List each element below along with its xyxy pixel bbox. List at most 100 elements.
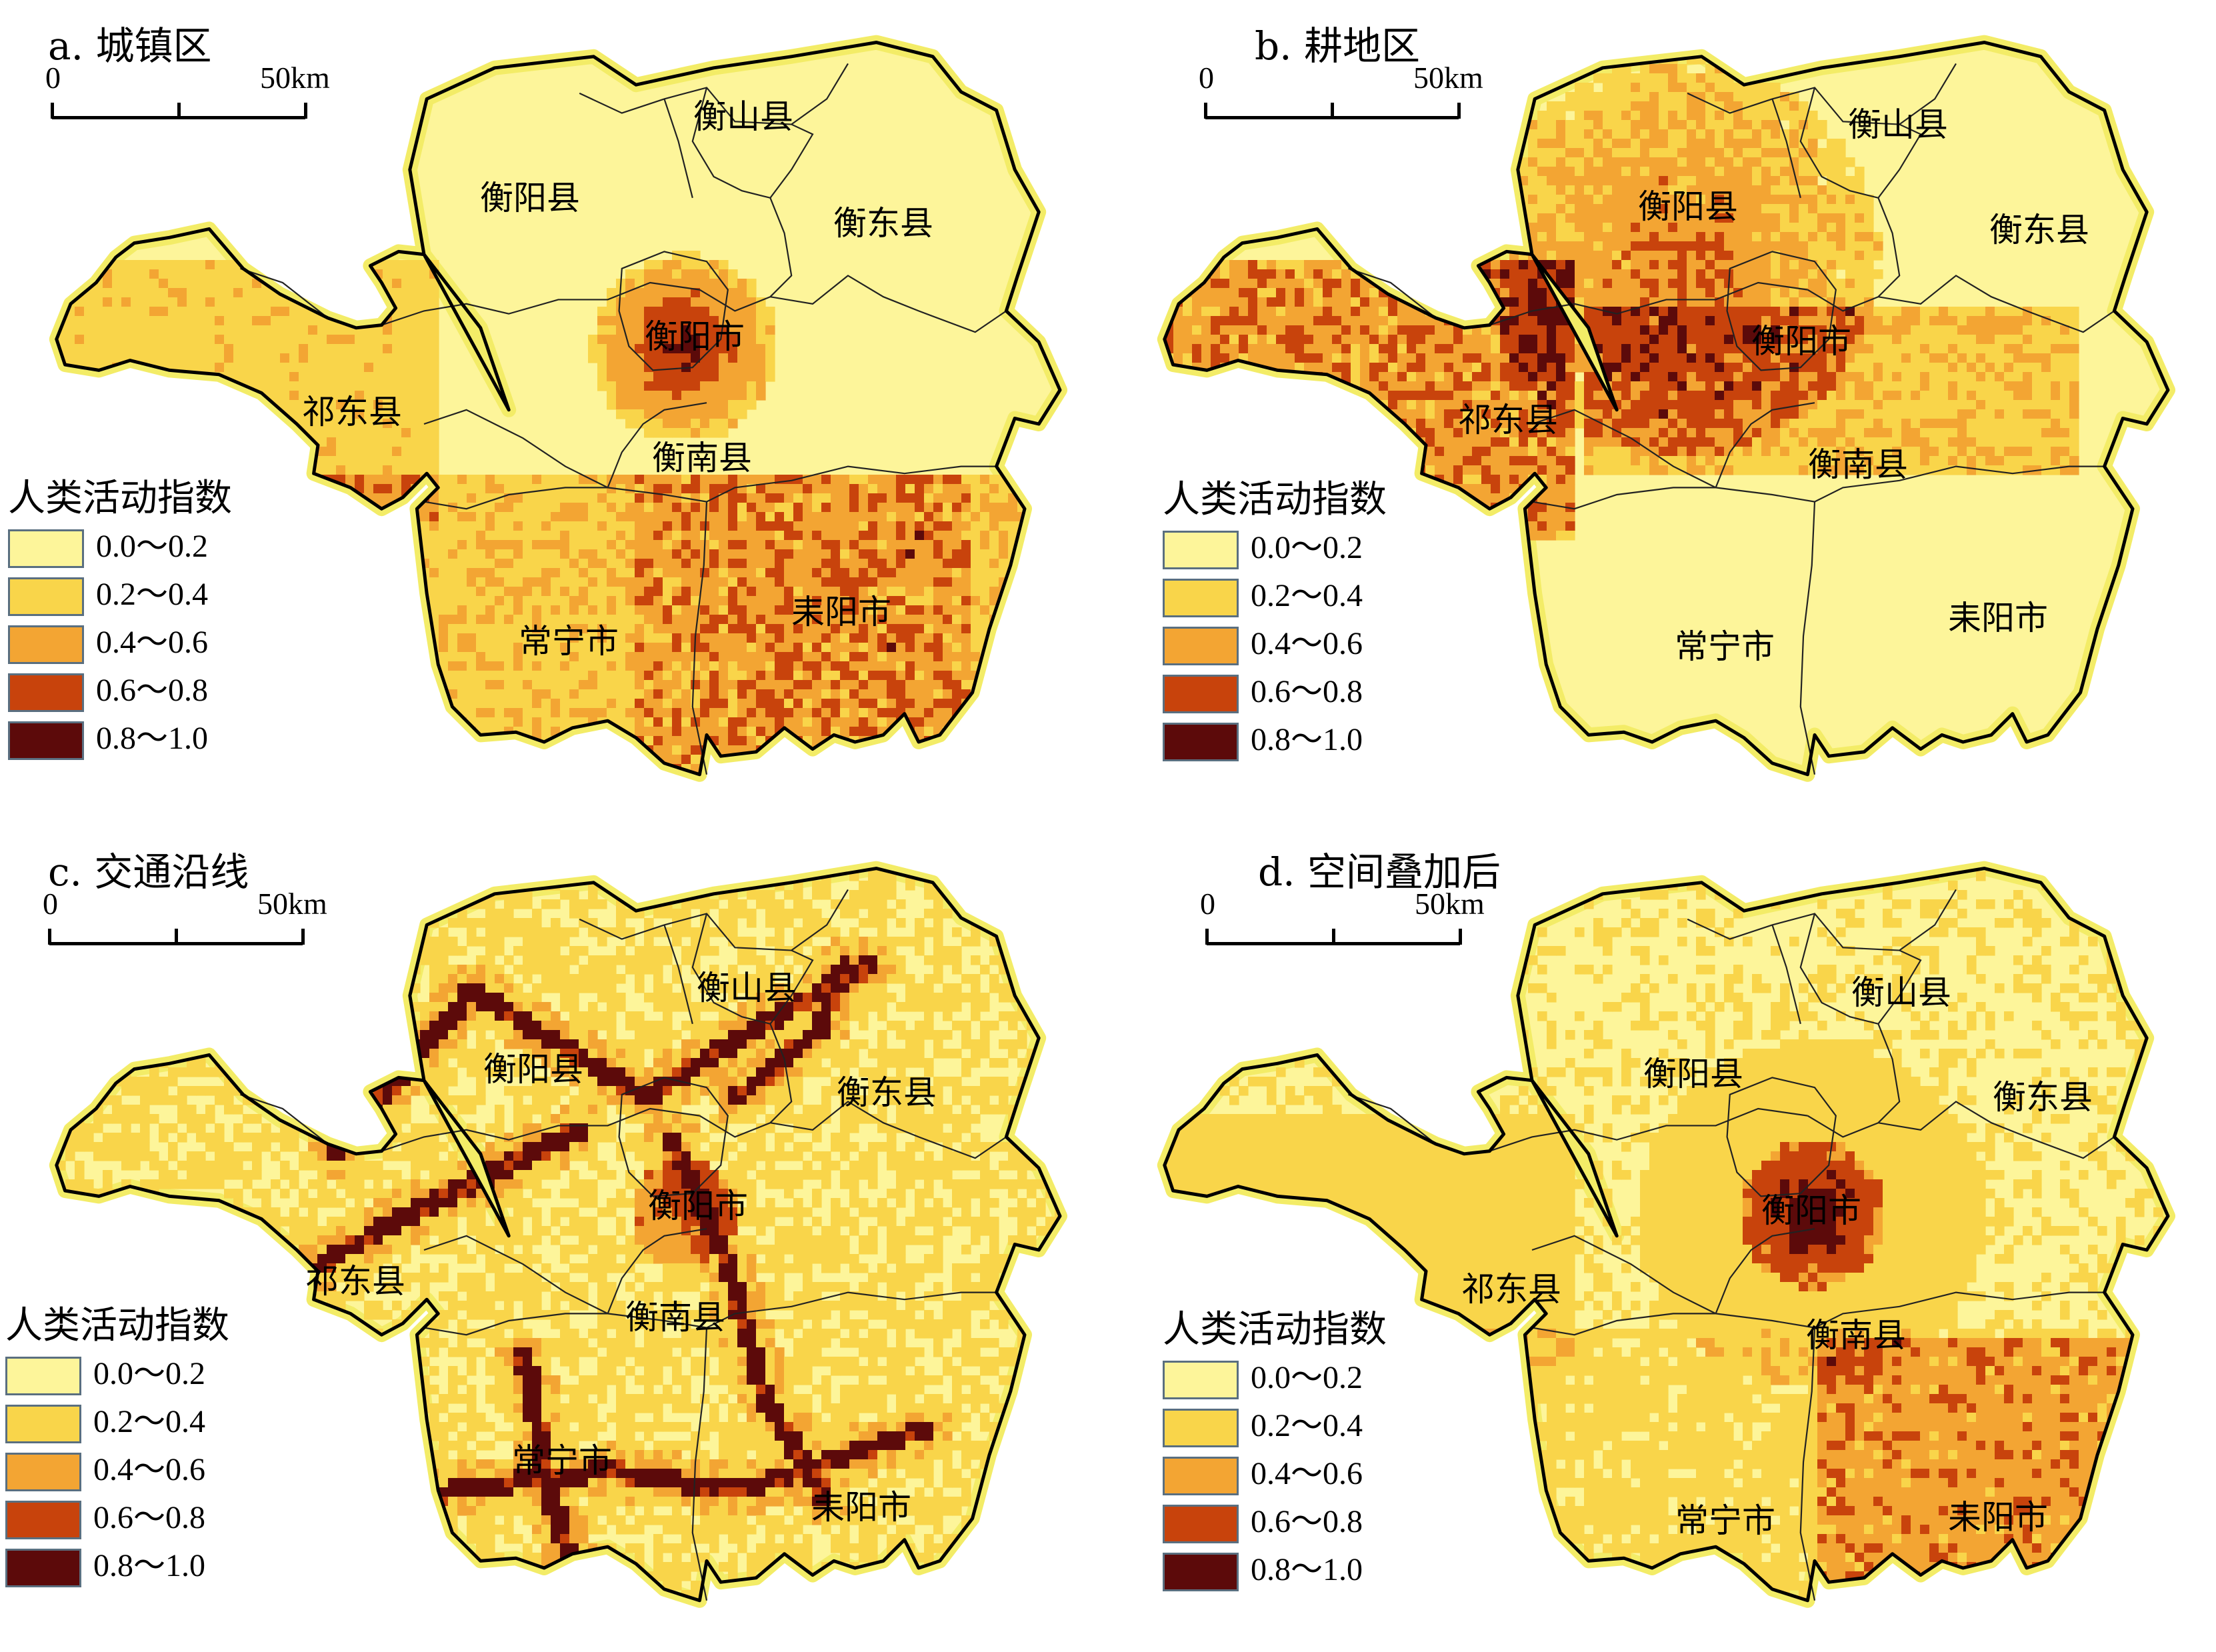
raster-cell xyxy=(560,671,570,681)
raster-cell xyxy=(887,577,897,587)
raster-cell xyxy=(541,755,551,765)
raster-cell xyxy=(831,689,841,699)
raster-cell xyxy=(569,475,579,485)
raster-cell xyxy=(924,568,934,578)
raster-cell xyxy=(355,689,365,699)
raster-cell xyxy=(579,699,589,709)
raster-cell xyxy=(971,633,981,643)
raster-cell xyxy=(495,512,505,522)
raster-cell xyxy=(961,577,971,587)
raster-cell xyxy=(971,568,981,578)
raster-cell xyxy=(327,493,337,503)
raster-cell xyxy=(597,699,607,709)
raster-cell xyxy=(952,773,962,775)
raster-cell xyxy=(383,419,393,429)
raster-cell xyxy=(47,279,57,289)
raster-cell xyxy=(336,531,346,541)
raster-cell xyxy=(196,325,206,335)
raster-cell xyxy=(607,288,617,298)
raster-cell xyxy=(961,493,971,503)
raster-cell xyxy=(355,773,365,775)
raster-cell xyxy=(56,465,66,475)
raster-cell xyxy=(625,783,635,793)
raster-cell xyxy=(327,671,337,681)
raster-cell xyxy=(691,587,701,597)
raster-cell xyxy=(420,279,430,289)
raster-cell xyxy=(588,493,598,503)
raster-cell xyxy=(681,615,691,625)
raster-cell xyxy=(317,540,327,550)
raster-cell xyxy=(681,549,691,559)
raster-cell xyxy=(411,279,421,289)
raster-cell xyxy=(392,269,402,279)
raster-cell xyxy=(653,503,663,513)
raster-cell xyxy=(336,260,346,270)
raster-cell xyxy=(93,307,103,317)
raster-cell xyxy=(728,736,738,746)
raster-cell xyxy=(439,736,449,746)
raster-cell xyxy=(821,680,831,690)
raster-cell xyxy=(457,661,467,671)
raster-cell xyxy=(112,353,122,363)
raster-cell xyxy=(429,717,439,727)
raster-cell xyxy=(868,671,878,681)
raster-cell xyxy=(373,605,383,615)
raster-cell xyxy=(849,503,859,513)
raster-cell xyxy=(345,297,355,307)
raster-cell xyxy=(523,652,533,662)
raster-cell xyxy=(429,531,439,541)
raster-cell xyxy=(224,419,234,429)
raster-cell xyxy=(765,652,775,662)
raster-cell xyxy=(663,260,673,270)
raster-cell xyxy=(999,643,1009,653)
raster-cell xyxy=(429,288,439,298)
raster-cell xyxy=(401,605,411,615)
raster-cell xyxy=(579,745,589,755)
raster-cell xyxy=(159,428,169,438)
raster-cell xyxy=(849,643,859,653)
raster-cell xyxy=(243,325,253,335)
raster-cell xyxy=(905,475,915,485)
raster-cell xyxy=(401,475,411,485)
raster-cell xyxy=(663,269,673,279)
raster-cell xyxy=(532,764,542,774)
raster-cell xyxy=(616,363,626,373)
raster-cell xyxy=(392,736,402,746)
raster-cell xyxy=(411,316,421,326)
raster-cell xyxy=(355,736,365,746)
raster-cell xyxy=(887,773,897,775)
raster-cell xyxy=(765,633,775,643)
raster-cell xyxy=(569,577,579,587)
raster-cell xyxy=(691,297,701,307)
raster-cell xyxy=(1008,652,1018,662)
raster-cell xyxy=(663,428,673,438)
raster-cell xyxy=(775,503,785,513)
raster-cell xyxy=(765,727,775,737)
raster-cell xyxy=(1027,549,1037,559)
raster-cell xyxy=(793,708,803,718)
raster-cell xyxy=(401,353,411,363)
raster-cell xyxy=(868,577,878,587)
raster-cell xyxy=(336,559,346,569)
raster-cell xyxy=(392,699,402,709)
raster-cell xyxy=(317,755,327,765)
raster-cell xyxy=(1055,521,1060,531)
raster-cell xyxy=(709,764,719,774)
raster-cell xyxy=(868,680,878,690)
raster-cell xyxy=(131,409,141,419)
raster-cell xyxy=(373,559,383,569)
raster-cell xyxy=(999,521,1009,531)
raster-cell xyxy=(355,643,365,653)
raster-cell xyxy=(177,381,187,391)
raster-cell xyxy=(551,643,561,653)
raster-cell xyxy=(700,633,710,643)
raster-cell xyxy=(709,773,719,775)
raster-cell xyxy=(877,568,887,578)
raster-cell xyxy=(933,475,943,485)
raster-cell xyxy=(224,335,234,345)
raster-cell xyxy=(943,764,953,774)
raster-cell xyxy=(373,577,383,587)
raster-cell xyxy=(420,745,430,755)
raster-cell xyxy=(448,783,458,793)
raster-cell xyxy=(887,549,897,559)
